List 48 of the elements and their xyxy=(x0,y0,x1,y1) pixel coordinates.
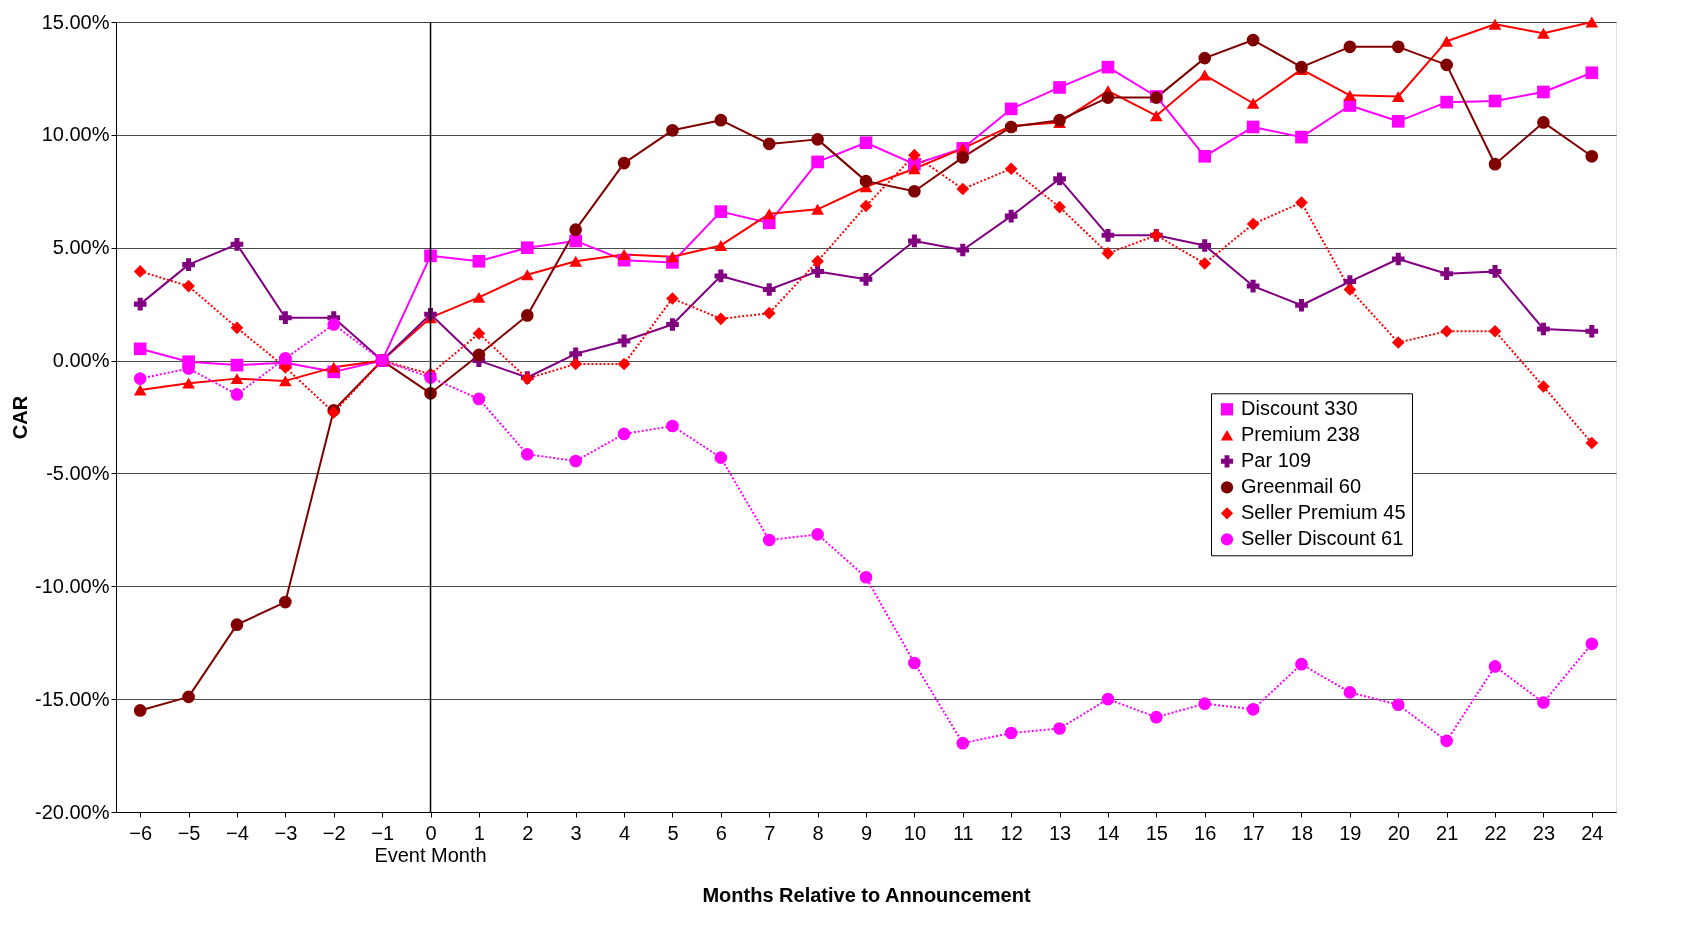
x-tick-label: −6 xyxy=(129,821,153,844)
x-tick-label: 2 xyxy=(522,821,534,844)
y-tick-label: 15.00% xyxy=(41,10,110,33)
y-tick-label: 10.00% xyxy=(41,123,110,146)
x-tick-label: 7 xyxy=(764,821,776,844)
x-tick-label: 20 xyxy=(1387,821,1410,844)
x-tick-label: 10 xyxy=(903,821,927,844)
y-tick-label: -5.00% xyxy=(46,461,110,484)
x-tick-label: 4 xyxy=(619,821,631,844)
x-tick-label: 23 xyxy=(1532,821,1556,844)
x-tick-label: −4 xyxy=(226,821,249,844)
legend-label: Discount 330 xyxy=(1241,397,1358,420)
x-tick-label: 5 xyxy=(667,821,679,844)
x-tick-label: −5 xyxy=(177,821,201,844)
legend-label: Premium 238 xyxy=(1241,423,1360,446)
y-axis-title: CAR xyxy=(9,395,32,440)
x-tick-label: 22 xyxy=(1484,821,1507,844)
x-axis-title: Months Relative to Announcement xyxy=(702,883,1031,906)
x-tick-label: 9 xyxy=(860,821,873,844)
legend-label: Greenmail 60 xyxy=(1241,475,1362,498)
ref-line-label: Event Month xyxy=(374,844,487,866)
y-tick-label: -20.00% xyxy=(35,800,110,823)
x-tick-label: 16 xyxy=(1194,821,1217,844)
x-tick-label: 0 xyxy=(425,821,437,844)
y-tick-label: -15.00% xyxy=(35,687,110,710)
x-tick-label: 1 xyxy=(473,821,485,844)
x-tick-label: −1 xyxy=(371,821,395,844)
y-tick-label: -10.00% xyxy=(35,574,110,597)
x-tick-label: 12 xyxy=(1000,821,1023,844)
x-tick-label: 11 xyxy=(952,821,974,844)
x-tick-label: 6 xyxy=(715,821,727,844)
x-tick-label: 13 xyxy=(1048,821,1072,844)
legend-label: Seller Premium 45 xyxy=(1241,501,1406,524)
x-tick-label: 15 xyxy=(1145,821,1168,844)
x-tick-label: 18 xyxy=(1290,821,1314,844)
legend-label: Seller Discount 61 xyxy=(1241,527,1404,550)
x-tick-label: 21 xyxy=(1436,821,1459,844)
x-tick-label: −3 xyxy=(274,821,298,844)
y-tick-label: 5.00% xyxy=(52,236,110,259)
x-tick-label: 19 xyxy=(1339,821,1362,844)
x-tick-label: 17 xyxy=(1242,821,1265,844)
x-tick-label: 8 xyxy=(812,821,824,844)
x-tick-label: 14 xyxy=(1097,821,1120,844)
x-tick-label: −2 xyxy=(322,821,346,844)
y-tick-label: 0.00% xyxy=(52,349,110,372)
x-tick-label: 24 xyxy=(1581,821,1604,844)
x-tick-label: 3 xyxy=(570,821,582,844)
legend-label: Par 109 xyxy=(1241,449,1312,472)
